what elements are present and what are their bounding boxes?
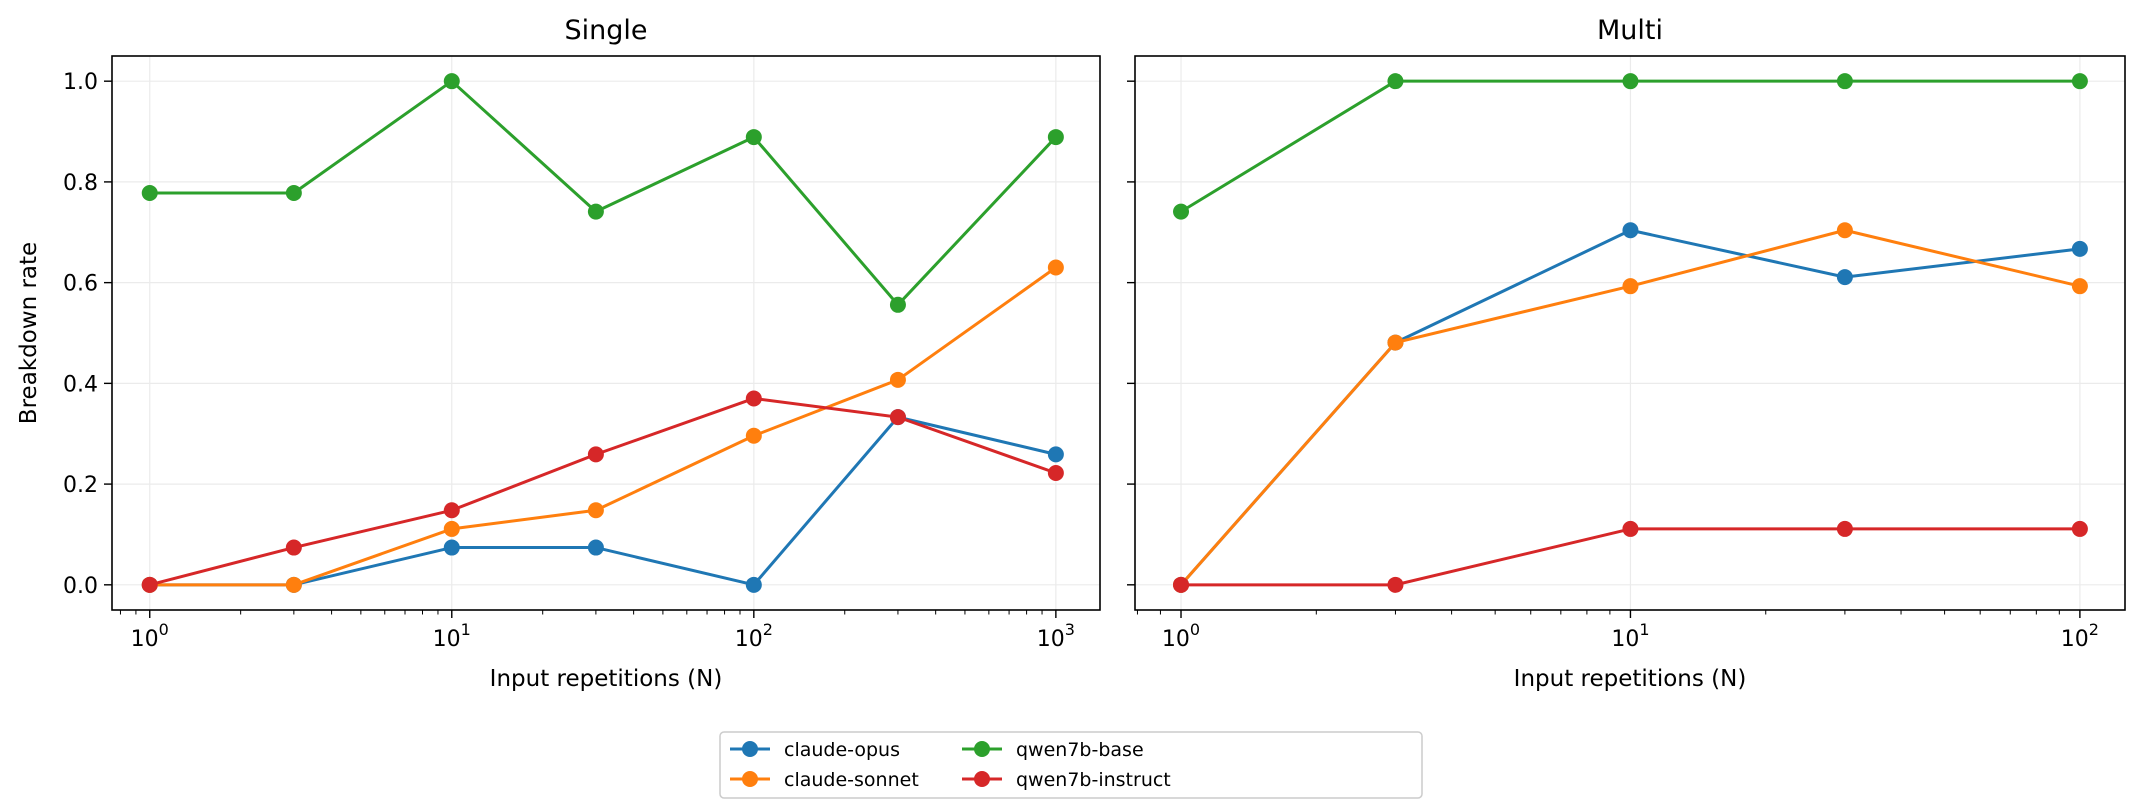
data-point <box>1047 129 1064 146</box>
x-axis-label: Input repetitions (N) <box>490 666 723 692</box>
data-point <box>587 446 604 463</box>
x-tick-label: 100 <box>1162 620 1200 652</box>
legend-frame <box>719 731 1423 799</box>
data-point <box>2071 520 2088 537</box>
data-point <box>1836 520 1853 537</box>
data-point <box>2071 240 2088 257</box>
data-point <box>1173 576 1190 593</box>
data-point <box>587 539 604 556</box>
data-point <box>1836 269 1853 286</box>
data-point <box>1173 203 1190 220</box>
data-point <box>443 539 460 556</box>
y-axis-label: Breakdown rate <box>16 242 42 424</box>
data-point <box>1622 222 1639 239</box>
data-point <box>587 502 604 519</box>
legend-label: qwen7b-base <box>1016 739 1144 761</box>
data-point <box>587 203 604 220</box>
data-point <box>1047 465 1064 482</box>
data-point <box>285 184 302 201</box>
data-point <box>1387 334 1404 351</box>
data-point <box>1836 222 1853 239</box>
series-line <box>149 415 1057 587</box>
y-tick-label: 0.0 <box>63 574 98 599</box>
data-point <box>1622 73 1639 90</box>
single-panel: Single Input repetitions (N) Breakdown r… <box>16 15 1101 692</box>
x-tick-label: 101 <box>1611 620 1649 652</box>
x-axis-label: Input repetitions (N) <box>1514 666 1747 692</box>
legend-label: claude-opus <box>784 739 900 761</box>
y-tick-label: 0.4 <box>63 372 98 397</box>
data-point <box>2071 73 2088 90</box>
legend-label: claude-sonnet <box>784 769 919 791</box>
legend: claude-opus claude-sonnet qwen7b-base qwen7… <box>719 731 1423 799</box>
legend-label: qwen7b-instruct <box>1016 769 1171 791</box>
legend-swatch-marker <box>974 771 990 787</box>
legend-swatch-marker <box>974 741 990 757</box>
x-tick-label: 101 <box>433 620 471 652</box>
data-point <box>745 427 762 444</box>
data-point <box>141 184 158 201</box>
y-tick-label: 0.8 <box>63 171 98 196</box>
data-point <box>1047 259 1064 276</box>
y-tick-label: 0.6 <box>63 272 98 297</box>
legend-swatch-marker <box>742 741 758 757</box>
x-tick-label: 102 <box>735 620 773 652</box>
data-point <box>889 296 906 313</box>
x-tick-label: 103 <box>1037 620 1075 652</box>
data-point <box>745 390 762 407</box>
data-point <box>745 129 762 146</box>
data-point <box>1622 520 1639 537</box>
multi-panel: Multi Input repetitions (N) 100 101 102 <box>1127 15 2126 692</box>
x-tick-label: 100 <box>131 620 169 652</box>
data-point <box>285 576 302 593</box>
data-point <box>1836 73 1853 90</box>
x-tick-label: 102 <box>2061 620 2099 652</box>
data-point <box>1387 73 1404 90</box>
data-point <box>1387 576 1404 593</box>
series-line <box>149 396 1057 587</box>
data-point <box>285 539 302 556</box>
data-point <box>889 371 906 388</box>
data-point <box>745 576 762 593</box>
series-line <box>149 79 1057 307</box>
panel-title: Multi <box>1597 15 1663 46</box>
data-point <box>889 409 906 426</box>
data-point <box>443 73 460 90</box>
data-point <box>1047 446 1064 463</box>
y-tick-label: 0.2 <box>63 473 98 498</box>
legend-swatch-marker <box>742 771 758 787</box>
axes-frame <box>111 55 1101 611</box>
data-point <box>443 502 460 519</box>
data-point <box>1622 278 1639 295</box>
data-point <box>141 576 158 593</box>
panel-title: Single <box>564 15 647 46</box>
y-tick-label: 1.0 <box>63 70 98 95</box>
data-point <box>2071 278 2088 295</box>
data-point <box>443 520 460 537</box>
